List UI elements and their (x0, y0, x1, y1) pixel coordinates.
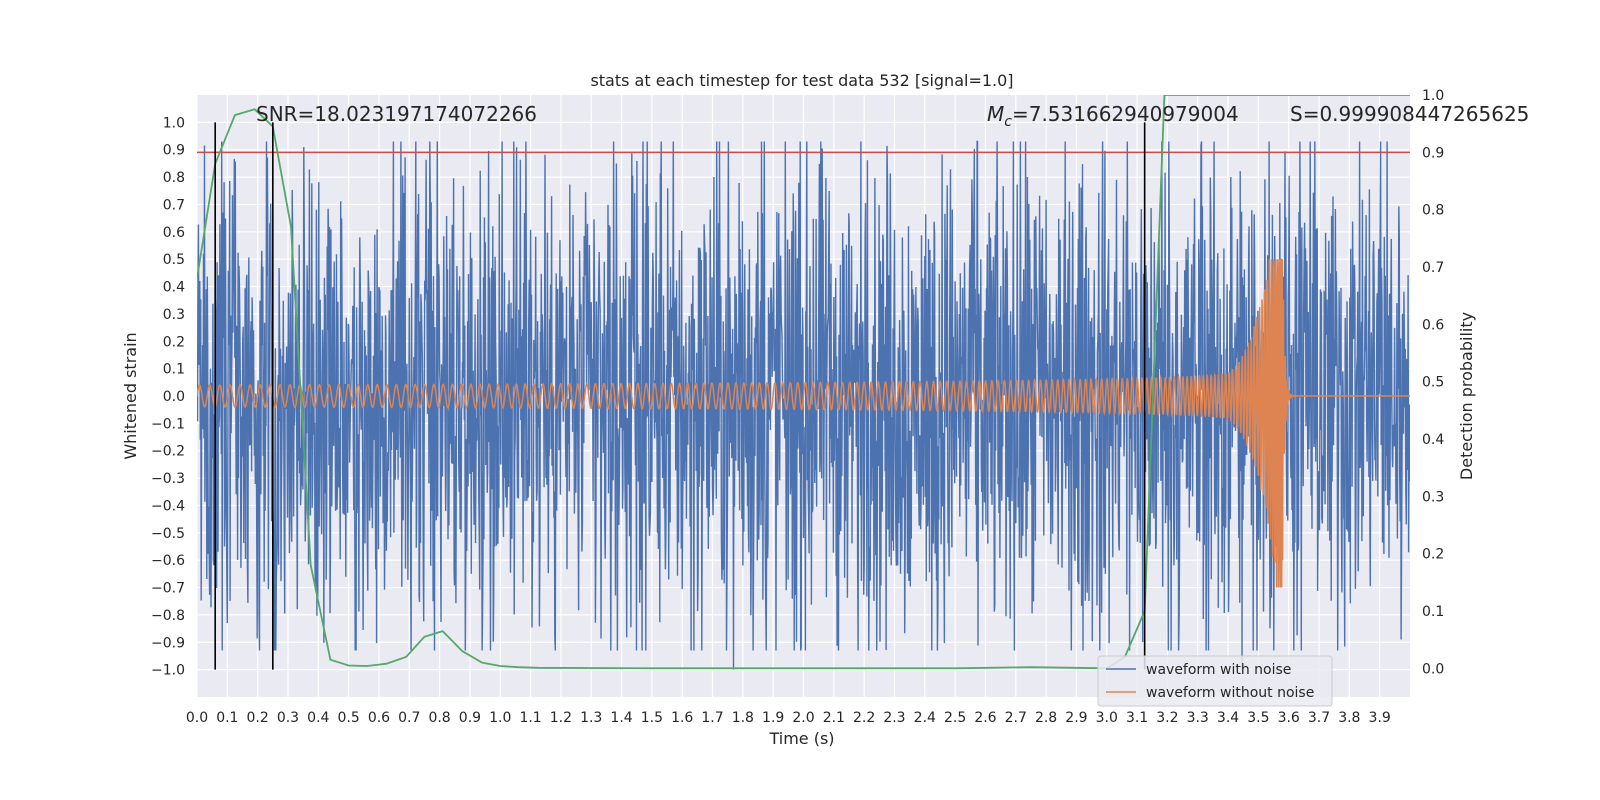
x-tick-label: 3.4 (1217, 710, 1239, 726)
y2-tick-label: 0.1 (1422, 604, 1444, 620)
y2-tick-label: 0.6 (1422, 317, 1444, 333)
x-tick-label: 2.0 (792, 710, 814, 726)
snr-annotation: SNR=18.023197174072266 (256, 102, 537, 126)
mc-value: =7.531662940979004 (1012, 102, 1239, 126)
x-tick-label: 2.3 (883, 710, 905, 726)
x-tick-label: 2.4 (914, 710, 936, 726)
x-tick-label: 0.3 (277, 710, 299, 726)
y-axis-left: 1.0 0.9 0.8 0.7 0.6 0.5 0.4 0.3 0.2 0.1 0.0 −0.1 −0.… (151, 115, 185, 678)
x-tick-label: 2.6 (974, 710, 996, 726)
x-tick-label: 0.6 (368, 710, 390, 726)
y-tick-label: −0.4 (151, 498, 185, 514)
y-tick-label: 0.4 (163, 280, 185, 296)
x-tick-label: 3.9 (1369, 710, 1391, 726)
y2-tick-label: 1.0 (1422, 88, 1444, 104)
x-tick-label: 3.1 (1126, 710, 1148, 726)
y-tick-label: −0.3 (151, 471, 185, 487)
x-tick-label: 3.7 (1308, 710, 1330, 726)
y2-tick-label: 0.8 (1422, 203, 1444, 219)
x-tick-label: 1.7 (701, 710, 723, 726)
y2-tick-label: 0.5 (1422, 375, 1444, 391)
y-tick-label: 0.3 (163, 307, 185, 323)
mc-subscript: c (1004, 114, 1012, 130)
y-tick-label: 0.8 (163, 170, 185, 186)
legend: waveform with noise waveform without noi… (1097, 655, 1333, 707)
x-tick-label: 1.0 (489, 710, 511, 726)
chart-title: stats at each timestep for test data 532… (590, 71, 1013, 90)
y-tick-label: −0.1 (151, 416, 185, 432)
x-tick-label: 0.2 (247, 710, 269, 726)
y-tick-label: −0.8 (151, 608, 185, 624)
y-tick-label: 0.9 (163, 143, 185, 159)
x-tick-label: 2.9 (1065, 710, 1087, 726)
y-tick-label: −0.7 (151, 581, 185, 597)
y-tick-label: 0.5 (163, 252, 185, 268)
chirp-mass-annotation: Mc=7.531662940979004 (987, 102, 1239, 130)
x-tick-label: 1.2 (550, 710, 572, 726)
clean-waveform-line (197, 258, 1410, 588)
noisy-waveform-line (197, 140, 1410, 670)
y2-tick-label: 0.2 (1422, 547, 1444, 563)
y2-axis-label: Detection probability (1457, 312, 1476, 480)
x-tick-label: 2.1 (823, 710, 845, 726)
x-axis-label: Time (s) (768, 729, 834, 748)
y-axis-right: 1.0 0.9 0.8 0.7 0.6 0.5 0.4 0.3 0.2 0.1 0.0 (1422, 88, 1444, 677)
x-tick-label: 1.5 (641, 710, 663, 726)
x-tick-label: 1.8 (732, 710, 754, 726)
x-tick-label: 0.1 (216, 710, 238, 726)
x-tick-label: 2.7 (1005, 710, 1027, 726)
x-tick-label: 0.8 (428, 710, 450, 726)
y-axis-label: Whitened strain (121, 332, 140, 459)
mc-symbol: M (987, 102, 1004, 126)
x-tick-label: 0.4 (307, 710, 329, 726)
x-tick-label: 0.5 (337, 710, 359, 726)
data-layer (197, 95, 1410, 670)
y-tick-label: 0.7 (163, 197, 185, 213)
x-tick-label: 3.0 (1096, 710, 1118, 726)
y2-tick-label: 0.0 (1422, 661, 1444, 677)
x-tick-label: 3.8 (1338, 710, 1360, 726)
y-tick-label: 0.1 (163, 362, 185, 378)
x-tick-label: 2.2 (853, 710, 875, 726)
y-tick-label: −0.9 (151, 635, 185, 651)
s-annotation: S=0.999908447265625 (1290, 102, 1529, 126)
annotations: SNR=18.023197174072266 Mc=7.531662940979… (256, 102, 1529, 130)
y2-tick-label: 0.7 (1422, 260, 1444, 276)
legend-box (1097, 655, 1333, 707)
y-tick-label: 0.6 (163, 225, 185, 241)
x-tick-label: 0.7 (398, 710, 420, 726)
y-tick-label: −0.6 (151, 553, 185, 569)
x-tick-label: 1.3 (580, 710, 602, 726)
y-tick-label: 0.2 (163, 334, 185, 350)
x-tick-label: 3.5 (1247, 710, 1269, 726)
y-tick-label: −0.2 (151, 444, 185, 460)
y2-tick-label: 0.3 (1422, 489, 1444, 505)
x-tick-label: 0.0 (186, 710, 208, 726)
y2-tick-label: 0.9 (1422, 145, 1444, 161)
legend-label-clean: waveform without noise (1146, 685, 1314, 701)
legend-label-noise: waveform with noise (1146, 662, 1291, 678)
x-tick-label: 3.2 (1156, 710, 1178, 726)
y-tick-label: −0.5 (151, 526, 185, 542)
x-tick-label: 3.6 (1278, 710, 1300, 726)
x-tick-label: 1.6 (671, 710, 693, 726)
x-tick-label: 2.5 (944, 710, 966, 726)
x-tick-label: 1.9 (762, 710, 784, 726)
y-tick-label: 0.0 (163, 389, 185, 405)
x-tick-label: 1.4 (610, 710, 632, 726)
x-tick-label: 2.8 (1035, 710, 1057, 726)
y2-tick-label: 0.4 (1422, 432, 1444, 448)
y-tick-label: −1.0 (151, 663, 185, 679)
x-axis: 0.0 0.1 0.2 0.3 0.4 0.5 0.6 0.7 0.8 0.9 1.0 1.1 1.2 1… (186, 710, 1391, 726)
title: stats at each timestep for test data 532… (590, 71, 1013, 90)
x-tick-label: 1.1 (519, 710, 541, 726)
x-tick-label: 3.3 (1187, 710, 1209, 726)
x-tick-label: 0.9 (459, 710, 481, 726)
y-tick-label: 1.0 (163, 115, 185, 131)
